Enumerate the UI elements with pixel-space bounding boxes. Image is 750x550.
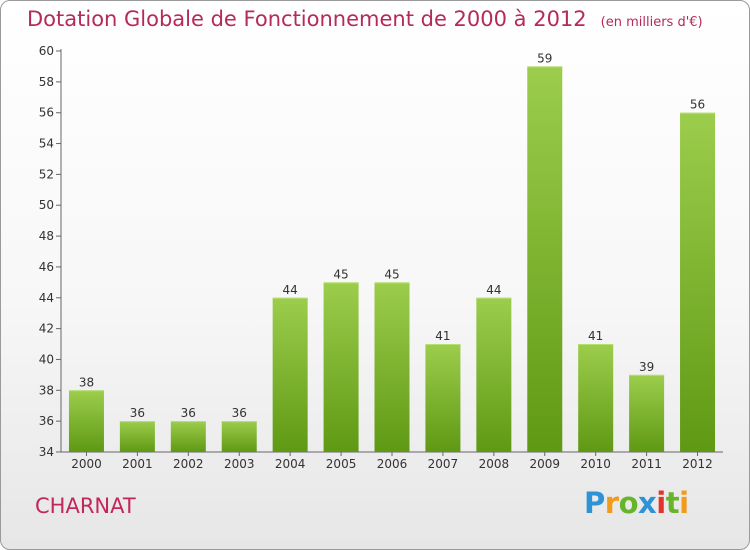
value-label-2008: 44 — [486, 283, 501, 297]
x-tick-label-2004: 2004 — [275, 457, 306, 471]
bar-2004 — [272, 297, 308, 452]
value-label-2005: 45 — [333, 267, 348, 281]
chart-title: Dotation Globale de Fonctionnement de 20… — [27, 7, 703, 31]
unit-note: (en milliers d'€) — [600, 15, 703, 30]
value-label-2012: 56 — [690, 98, 705, 112]
y-tick-label: 58 — [39, 75, 54, 89]
x-tick-label-2008: 2008 — [479, 457, 510, 471]
x-tick-label-2012: 2012 — [682, 457, 713, 471]
x-tick-label-2002: 2002 — [173, 457, 204, 471]
y-tick-label: 54 — [39, 137, 54, 151]
bar-2008 — [476, 297, 512, 452]
bar-2010 — [578, 344, 614, 452]
bar-2000 — [68, 390, 104, 452]
proxiti-logo: Proxiti — [584, 486, 689, 520]
x-tick-label-2007: 2007 — [428, 457, 459, 471]
y-tick-label: 44 — [39, 291, 54, 305]
x-tick-label-2006: 2006 — [377, 457, 408, 471]
y-tick-label: 50 — [39, 198, 54, 212]
x-tick-label-2009: 2009 — [529, 457, 560, 471]
y-tick-label: 40 — [39, 352, 54, 366]
value-label-2011: 39 — [639, 360, 654, 374]
y-tick-label: 36 — [39, 414, 54, 428]
y-tick-label: 56 — [39, 106, 54, 120]
title-text: Dotation Globale de Fonctionnement de 20… — [27, 7, 587, 31]
y-tick-label: 38 — [39, 383, 54, 397]
bar-2006 — [374, 282, 410, 452]
x-tick-label-2000: 2000 — [71, 457, 102, 471]
bar-2005 — [323, 282, 359, 452]
bar-2007 — [425, 344, 461, 452]
y-tick-label: 48 — [39, 229, 54, 243]
x-tick-label-2003: 2003 — [224, 457, 255, 471]
bar-2012 — [680, 112, 716, 452]
bar-2001 — [119, 421, 155, 452]
x-tick-label-2011: 2011 — [631, 457, 662, 471]
value-label-2002: 36 — [181, 406, 196, 420]
value-label-2004: 44 — [283, 283, 298, 297]
bar-2011 — [629, 374, 665, 452]
value-label-2001: 36 — [130, 406, 145, 420]
bar-2009 — [527, 66, 563, 452]
value-label-2007: 41 — [435, 329, 450, 343]
bar-2002 — [170, 421, 206, 452]
y-tick-label: 52 — [39, 167, 54, 181]
bar-2003 — [221, 421, 257, 452]
y-tick-label: 42 — [39, 322, 54, 336]
y-tick-label: 46 — [39, 260, 54, 274]
x-tick-label-2001: 2001 — [122, 457, 153, 471]
value-label-2009: 59 — [537, 51, 552, 65]
value-label-2000: 38 — [79, 375, 94, 389]
x-tick-label-2005: 2005 — [326, 457, 357, 471]
value-label-2006: 45 — [384, 267, 399, 281]
commune-name: CHARNAT — [35, 494, 136, 518]
y-tick-label: 60 — [39, 44, 54, 58]
y-tick-label: 34 — [39, 445, 54, 459]
x-tick-label-2010: 2010 — [580, 457, 611, 471]
value-label-2010: 41 — [588, 329, 603, 343]
value-label-2003: 36 — [232, 406, 247, 420]
